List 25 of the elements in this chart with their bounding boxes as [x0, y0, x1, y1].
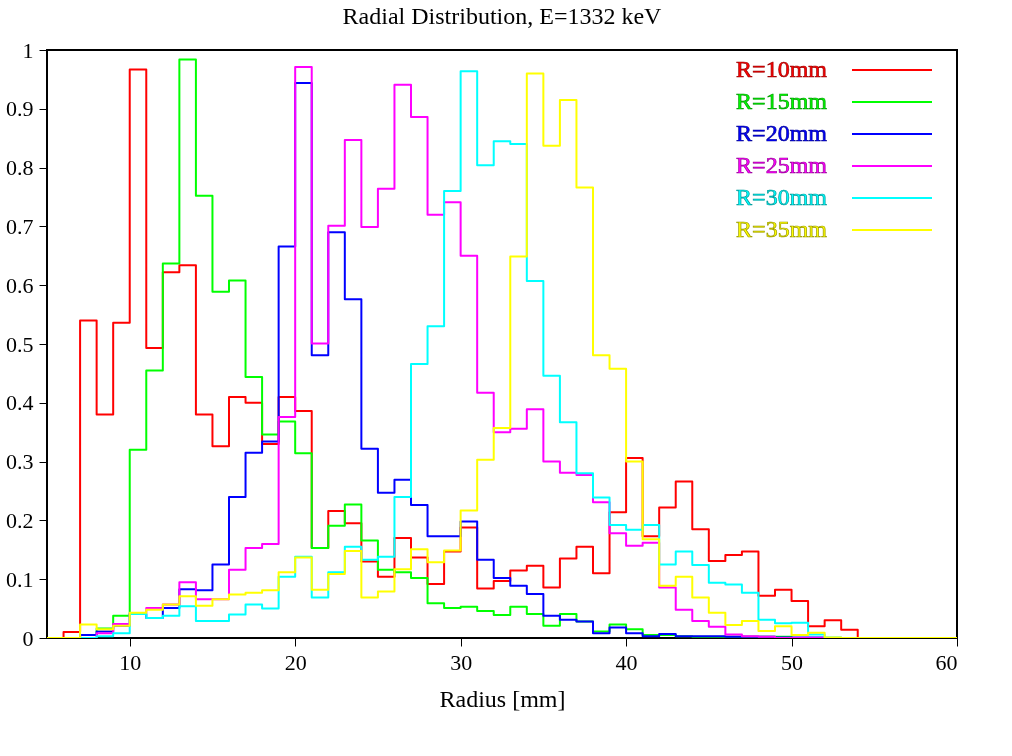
x-tick-label: 30 — [450, 649, 473, 675]
y-tick-label: 1 — [22, 37, 34, 63]
x-tick-label: 20 — [284, 649, 307, 675]
x-tick-label: 40 — [615, 649, 638, 675]
y-tick-label: 0.7 — [6, 213, 34, 239]
x-tick-label: 60 — [935, 649, 958, 675]
y-tick-label: 0.3 — [6, 449, 34, 475]
x-tick-label: 10 — [119, 649, 142, 675]
y-tick-label: 0 — [22, 625, 34, 651]
x-tick-label: 50 — [781, 649, 804, 675]
y-tick-label: 0.1 — [6, 566, 34, 592]
y-tick-label: 0.8 — [6, 155, 34, 181]
y-tick-label: 0.2 — [6, 507, 34, 533]
legend-label: R=10mm — [736, 56, 828, 82]
legend-label: R=20mm — [736, 120, 828, 146]
chart-title: Radial Distribution, E=1332 keV — [342, 3, 663, 29]
legend-label: R=15mm — [736, 88, 828, 114]
x-axis-title: Radius [mm] — [439, 685, 566, 712]
y-tick-label: 0.5 — [6, 331, 34, 357]
y-tick-label: 0.6 — [6, 272, 34, 298]
legend-label: R=30mm — [736, 184, 828, 210]
y-tick-label: 0.9 — [6, 96, 34, 122]
legend-label: R=35mm — [736, 216, 828, 242]
legend-label: R=25mm — [736, 152, 828, 178]
y-tick-label: 0.4 — [6, 390, 34, 416]
